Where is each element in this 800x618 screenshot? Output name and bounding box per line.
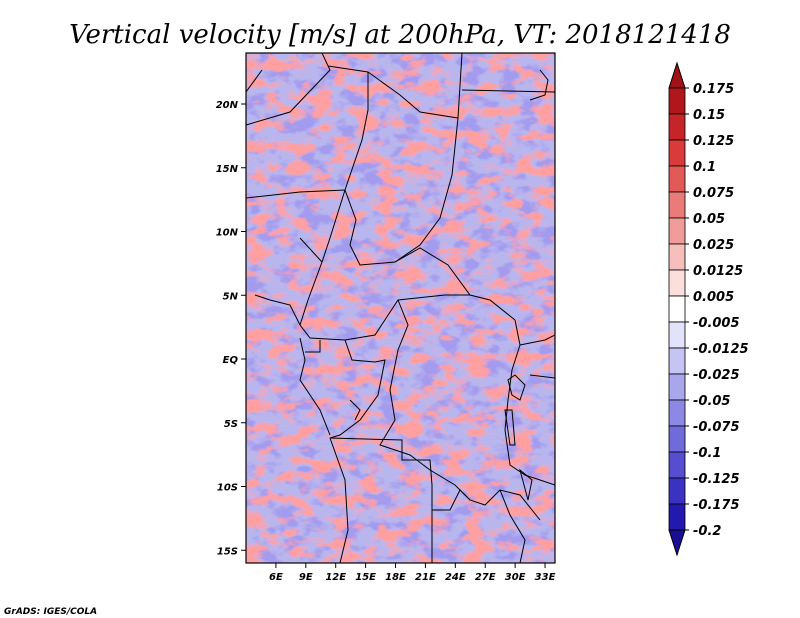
lon-tick-label: 18E (385, 572, 406, 583)
colorbar-label: 0.15 (693, 108, 725, 123)
lat-tick-label: EQ (223, 355, 239, 366)
lat-tick-label: 5N (223, 291, 239, 302)
colorbar-label: 0.025 (693, 238, 734, 253)
colorbar-segment (668, 191, 686, 219)
colorbar-segment (668, 165, 686, 193)
colorbar-label: -0.175 (693, 498, 740, 513)
colorbar-segment (668, 503, 686, 531)
colorbar-label: -0.125 (693, 472, 740, 487)
lon-tick-label: 12E (325, 572, 346, 583)
lon-tick-label: 9E (299, 572, 313, 583)
colorbar-segment (668, 269, 686, 297)
colorbar-label: -0.005 (693, 316, 740, 331)
lat-tick-label: 5S (224, 419, 238, 430)
colorbar-top-arrow (668, 61, 686, 89)
colorbar-segment (668, 373, 686, 401)
lon-tick-label: 15E (355, 572, 376, 583)
colorbar-segment (668, 347, 686, 375)
colorbar-label: 0.125 (693, 134, 734, 149)
plot-title: Vertical velocity [m/s] at 200hPa, VT: 2… (69, 20, 731, 50)
lon-tick-label: 30E (505, 572, 526, 583)
lat-tick-label: 10N (216, 228, 239, 239)
lat-tick-label: 20N (216, 100, 239, 111)
colorbar-label: -0.075 (693, 420, 740, 435)
lat-tick-label: 15N (216, 164, 239, 175)
lon-tick-label: 27E (475, 572, 496, 583)
colorbar-segment (668, 295, 686, 323)
colorbar-segment (668, 477, 686, 505)
colorbar-label: 0.05 (693, 212, 725, 227)
colorbar-label: -0.1 (693, 446, 721, 461)
latitude-axis: 20N 15N 10N 5N EQ 5S 10S 15S (216, 100, 246, 557)
colorbar-label: 0.075 (693, 186, 734, 201)
colorbar-label: 0.0125 (693, 264, 743, 279)
colorbar: 0.175 0.15 0.125 0.1 0.075 0.05 0.025 0.0125 0.0… (668, 61, 749, 557)
lon-tick-label: 33E (535, 572, 556, 583)
colorbar-label: 0.175 (693, 82, 734, 97)
colorbar-segment (668, 87, 686, 115)
colorbar-label: 0.1 (693, 160, 716, 175)
colorbar-segment (668, 321, 686, 349)
colorbar-segment (668, 139, 686, 167)
colorbar-segment (668, 217, 686, 245)
colorbar-bottom-arrow (668, 529, 686, 557)
colorbar-segment (668, 399, 686, 427)
colorbar-label: -0.2 (693, 524, 721, 539)
colorbar-label: -0.05 (693, 394, 730, 409)
colorbar-segment (668, 451, 686, 479)
grads-credit: GrADS: IGES/COLA (4, 607, 97, 617)
colorbar-label: -0.0125 (693, 342, 749, 357)
longitude-axis: 6E 9E 12E 15E 18E 21E 24E 27E 30E 33E (269, 563, 556, 583)
colorbar-label: 0.005 (693, 290, 734, 305)
velocity-field (246, 53, 555, 563)
colorbar-segment (668, 113, 686, 141)
map-frame (245, 52, 556, 564)
lon-tick-label: 6E (269, 572, 283, 583)
lat-tick-label: 10S (217, 483, 238, 494)
colorbar-segment (668, 425, 686, 453)
lon-tick-label: 24E (445, 572, 466, 583)
country-boundaries (246, 53, 555, 563)
map-panel (246, 53, 555, 563)
lat-tick-label: 15S (217, 546, 238, 557)
lon-tick-label: 21E (415, 572, 436, 583)
colorbar-label: -0.025 (693, 368, 740, 383)
colorbar-segment (668, 243, 686, 271)
